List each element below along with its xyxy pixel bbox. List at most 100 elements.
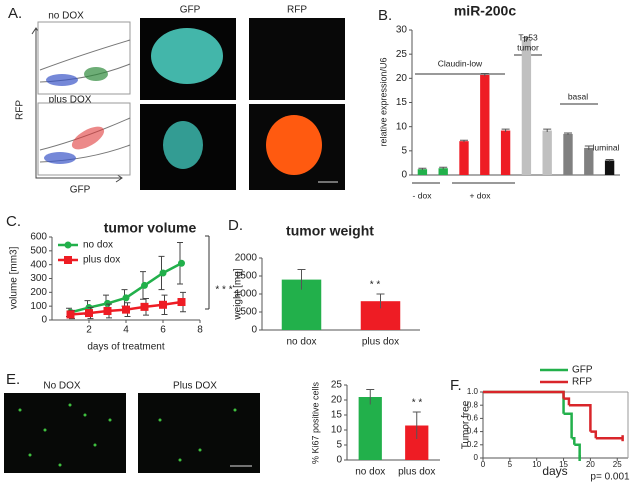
y-tick-label: 20 (396, 73, 408, 84)
y-tick-label: 1000 (235, 289, 258, 300)
bar (480, 74, 490, 175)
error-bar (412, 411, 421, 439)
error-bar (522, 37, 531, 42)
marker (140, 302, 149, 311)
panel-label: D. (228, 217, 243, 234)
bar (405, 425, 429, 460)
image-header: GFP (180, 5, 201, 16)
y-tick-label: 30 (396, 25, 408, 36)
cell-cloud (46, 74, 78, 86)
annotation: basal (568, 91, 588, 101)
image-label: No DOX (43, 381, 81, 392)
x-tick-label: 4 (123, 325, 129, 336)
error-bar (366, 389, 375, 405)
legend-label: plus dox (83, 255, 120, 266)
bar (563, 133, 573, 175)
y-tick-label: 25 (331, 380, 343, 391)
y-axis-label: relative expression/U6 (378, 57, 388, 146)
tumor-gfp (151, 28, 223, 84)
survival-step (590, 430, 598, 439)
legend-label: RFP (572, 377, 592, 388)
annotation: * * (370, 280, 381, 291)
flow-axis-label: RFP (15, 100, 26, 120)
error-bar (501, 128, 510, 132)
bar (358, 397, 382, 460)
survival-step (574, 443, 581, 458)
x-tick-label: 5 (508, 460, 513, 469)
y-axis-label: weight [mg] (233, 268, 244, 320)
y-axis-label: % Ki67 positive cells (310, 381, 320, 464)
survival-step (563, 412, 573, 439)
legend-marker (64, 241, 72, 249)
bar (438, 168, 448, 175)
panel-label: C. (6, 213, 21, 230)
x-axis-label: days (542, 464, 567, 478)
x-tick-label: plus dox (362, 337, 399, 348)
annotation: Claudin-low (438, 58, 483, 68)
flow-label: plus DOX (49, 95, 92, 106)
bar (604, 160, 615, 175)
y-tick-label: 15 (331, 410, 343, 421)
flow-axis-label: GFP (70, 185, 91, 196)
annotation: * * * (215, 285, 232, 296)
x-tick-label: no dox (355, 467, 385, 478)
y-tick-label: 10 (396, 121, 408, 132)
y-tick-label: 1.0 (467, 387, 479, 396)
y-tick-label: 1500 (235, 271, 258, 282)
y-tick-label: 200 (30, 287, 47, 298)
marker (66, 310, 75, 319)
bar (417, 169, 428, 175)
legend-marker (64, 256, 72, 264)
marker (177, 298, 186, 307)
x-axis-label: days of treatment (87, 342, 164, 353)
y-tick-label: 5 (401, 145, 407, 156)
error-bar (460, 139, 468, 143)
images-e: No DOX Plus DOX (4, 381, 260, 473)
panel-label: F. (450, 377, 462, 394)
flow-plots: no DOX plus DOX RFP GFP (15, 11, 131, 196)
y-tick-label: 2000 (235, 253, 258, 264)
annotation: luminal (593, 142, 620, 152)
error-bar (418, 167, 427, 171)
images-a: GFP RFP (140, 5, 345, 190)
x-tick-label: 6 (160, 325, 166, 336)
bar (542, 130, 552, 175)
marker (159, 300, 167, 309)
marker (122, 305, 130, 314)
x-tick-label: 10 (532, 460, 541, 469)
error-bar (605, 159, 614, 162)
survival-step (483, 390, 565, 414)
y-tick-label: 0.4 (467, 427, 479, 436)
bar (459, 141, 469, 175)
error-bar (480, 73, 489, 77)
y-tick-label: 300 (30, 273, 47, 284)
y-tick-label: 500 (240, 307, 257, 318)
x-tick-label: 2 (86, 325, 92, 336)
cell-cloud (84, 67, 108, 81)
chart-title: tumor volume (104, 220, 197, 236)
bar (584, 147, 594, 175)
y-tick-label: 100 (30, 301, 47, 312)
annotation: - dox (413, 190, 433, 200)
y-tick-label: 0 (41, 315, 47, 326)
chart-title: miR-200c (454, 3, 516, 19)
survival-step (571, 436, 576, 445)
marker (141, 281, 148, 289)
y-tick-label: 0.8 (467, 400, 479, 409)
cell-cloud (44, 152, 76, 164)
marker (85, 309, 93, 318)
y-tick-label: 0 (251, 325, 257, 336)
y-axis-label: volume [mm3] (9, 246, 20, 309)
x-tick-label: 8 (197, 325, 203, 336)
flow-label: no DOX (48, 11, 84, 22)
tumor-rfp (266, 115, 322, 175)
annotation: * * (412, 398, 423, 409)
y-tick-label: 0.6 (467, 414, 479, 423)
y-tick-label: 25 (396, 49, 408, 60)
x-tick-label: 15 (559, 460, 568, 469)
x-tick-label: plus dox (398, 467, 435, 478)
x-tick-label: 0 (481, 460, 486, 469)
survival-step (563, 397, 571, 406)
